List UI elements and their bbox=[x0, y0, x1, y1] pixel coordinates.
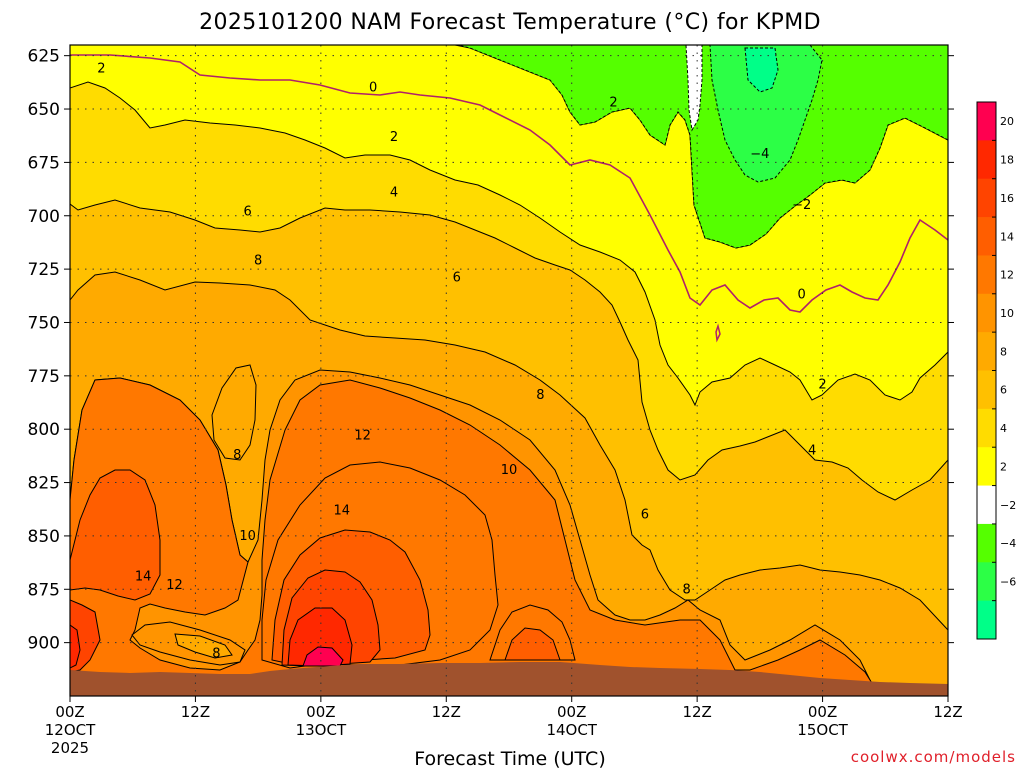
colorbar-tick-label: −6 bbox=[1000, 575, 1016, 588]
y-tick-label: 725 bbox=[28, 260, 60, 280]
y-tick-label: 825 bbox=[28, 474, 60, 494]
band-14-16-left bbox=[70, 469, 161, 601]
colorbar-swatch bbox=[977, 140, 996, 180]
plot-area bbox=[70, 45, 948, 696]
contour-label: 8 bbox=[233, 448, 241, 463]
colorbar-tick-label: 6 bbox=[1000, 384, 1007, 397]
colorbar-tick-label: −4 bbox=[1000, 537, 1016, 550]
contour-label: 2 bbox=[390, 130, 398, 145]
colorbar-swatch bbox=[977, 255, 996, 295]
y-tick-label: 775 bbox=[28, 367, 60, 387]
colorbar-tick-label: 16 bbox=[1000, 192, 1014, 205]
x-tick-date-label: 15OCT bbox=[797, 721, 848, 739]
contour-label: 4 bbox=[390, 185, 398, 200]
x-tick-label: 00Z bbox=[808, 703, 837, 721]
y-tick-label: 625 bbox=[28, 47, 60, 67]
colorbar-swatch bbox=[977, 102, 996, 141]
x-tick-date-label: 14OCT bbox=[546, 721, 597, 739]
x-tick-date-label: 12OCT bbox=[45, 721, 96, 739]
band-14-16-right bbox=[504, 627, 561, 661]
x-tick-label: 00Z bbox=[306, 703, 335, 721]
contour-label: 0 bbox=[369, 81, 377, 96]
y-tick-label: 850 bbox=[28, 527, 60, 547]
contour-label: 10 bbox=[501, 463, 518, 478]
x-tick-label: 00Z bbox=[55, 703, 84, 721]
colorbar-tick-label: 18 bbox=[1000, 154, 1014, 167]
band-neg2-2-pocket bbox=[685, 45, 703, 132]
credit-text: coolwx.com/models bbox=[851, 748, 1016, 766]
contour-label: 2 bbox=[97, 61, 105, 76]
band-neg4-neg2 bbox=[457, 45, 948, 249]
contour-label: 14 bbox=[135, 569, 152, 584]
colorbar-tick-label: 2 bbox=[1000, 460, 1007, 473]
colorbar-swatch bbox=[977, 370, 996, 410]
contour-label: 6 bbox=[453, 271, 461, 286]
y-tick-label: 900 bbox=[28, 634, 60, 654]
y-tick-label: 675 bbox=[28, 153, 60, 173]
colorbar-swatch bbox=[977, 408, 996, 448]
colorbar-swatch bbox=[977, 447, 996, 487]
y-tick-label: 875 bbox=[28, 580, 60, 600]
contour-label: 4 bbox=[808, 444, 816, 459]
band-neg6-neg4 bbox=[709, 45, 823, 183]
contour-label: −2 bbox=[792, 198, 811, 213]
x-tick-label: 12Z bbox=[432, 703, 461, 721]
contour-label: 10 bbox=[239, 529, 256, 544]
contour-label: 12 bbox=[354, 429, 371, 444]
contour-label: 8 bbox=[683, 582, 691, 597]
colorbar-tick-label: 14 bbox=[1000, 230, 1014, 243]
contour-label: 2 bbox=[609, 96, 617, 111]
y-tick-label: 800 bbox=[28, 420, 60, 440]
contour-label: 0 bbox=[798, 288, 806, 303]
contour-label: 6 bbox=[641, 508, 649, 523]
colorbar-tick-label: 12 bbox=[1000, 269, 1014, 282]
x-tick-label: 00Z bbox=[557, 703, 586, 721]
x-tick-year-label: 2025 bbox=[51, 739, 89, 757]
colorbar-swatch bbox=[977, 523, 996, 563]
x-tick-label: 12Z bbox=[682, 703, 711, 721]
colorbar-tick-label: 4 bbox=[1000, 422, 1007, 435]
plot-frame bbox=[69, 44, 949, 697]
x-tick-date-label: 13OCT bbox=[296, 721, 347, 739]
colorbar-tick-label: 10 bbox=[1000, 307, 1014, 320]
colorbar-swatch bbox=[977, 485, 996, 525]
x-axis-label: Forecast Time (UTC) bbox=[414, 748, 605, 768]
band-neg8-neg6 bbox=[744, 47, 779, 93]
contour-label: 6 bbox=[244, 204, 252, 219]
colorbar-swatch bbox=[977, 562, 996, 602]
contour-label: 8 bbox=[212, 646, 220, 661]
terrain-ground bbox=[70, 662, 948, 696]
colorbar-tick-label: −2 bbox=[1000, 499, 1016, 512]
contour-label: 2 bbox=[818, 377, 826, 392]
contour-label: 8 bbox=[254, 254, 262, 269]
y-tick-label: 650 bbox=[28, 100, 60, 120]
colorbar-swatch bbox=[977, 600, 996, 640]
band-8-10-pocket bbox=[211, 364, 257, 461]
colorbar-swatch bbox=[977, 178, 996, 218]
colorbar-tick-label: 20 bbox=[1000, 115, 1014, 128]
contour-label: 8 bbox=[536, 388, 544, 403]
y-tick-label: 750 bbox=[28, 313, 60, 333]
colorbar-swatch bbox=[977, 217, 996, 256]
zero-isotherm bbox=[70, 54, 948, 313]
band-18-20-left bbox=[70, 624, 81, 669]
colorbar-tick-label: 8 bbox=[1000, 345, 1007, 358]
zero-isotherm-islet bbox=[715, 323, 721, 343]
contour-label: 12 bbox=[166, 578, 183, 593]
band-10-12-low-inner bbox=[174, 633, 233, 659]
x-tick-label: 12Z bbox=[933, 703, 962, 721]
contour-labels: 2 0 2 2 4 6 8 6 8 10 12 14 8 10 14 12 8 6 8 4 2 0 −2 −4 bbox=[97, 61, 826, 661]
x-tick-label: 12Z bbox=[181, 703, 210, 721]
contour-label: 14 bbox=[333, 503, 350, 518]
contour-label: −4 bbox=[750, 147, 769, 162]
colorbar: 20 18 16 14 12 10 8 6 4 2 −2 −4 −6 bbox=[976, 101, 1016, 640]
colorbar-swatch bbox=[977, 332, 996, 371]
y-tick-label: 700 bbox=[28, 207, 60, 227]
chart-title: 2025101200 NAM Forecast Temperature (°C)… bbox=[199, 10, 821, 35]
colorbar-swatch bbox=[977, 293, 996, 333]
